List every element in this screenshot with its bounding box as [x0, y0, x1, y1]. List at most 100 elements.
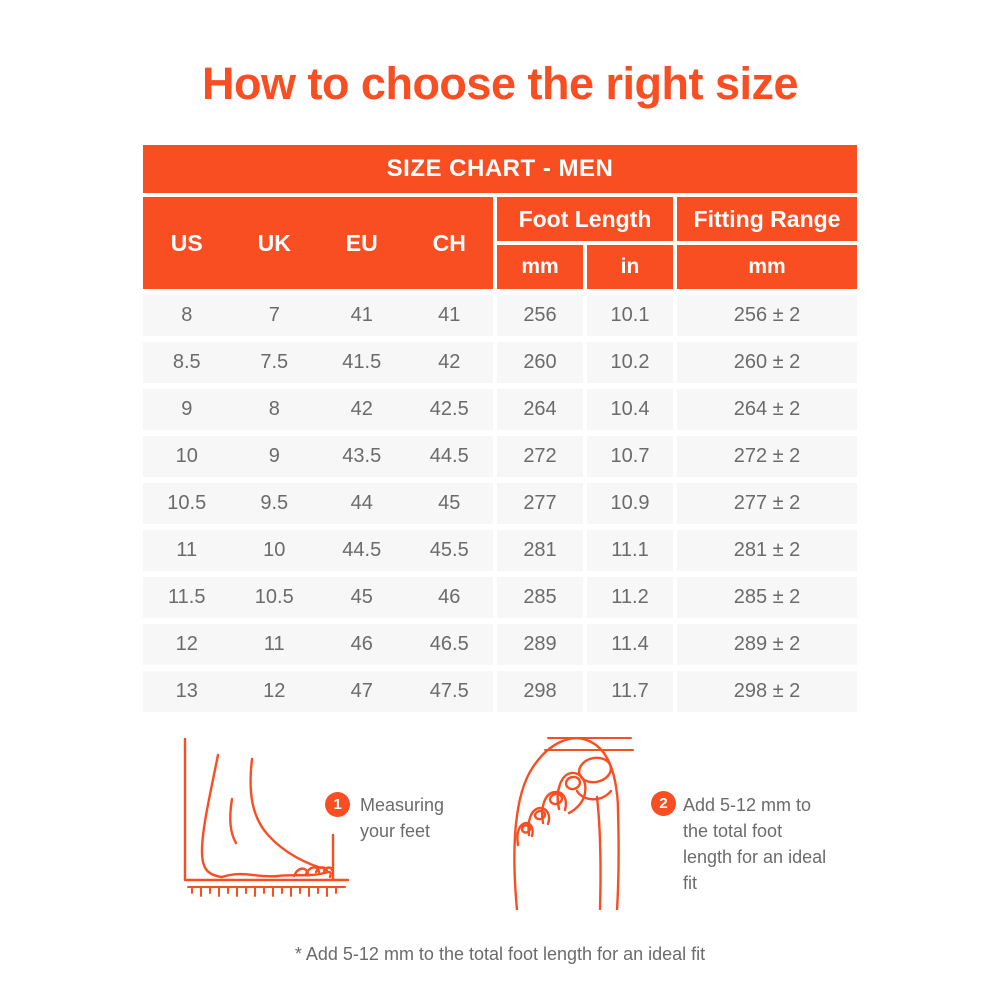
col-header-foot-length: Foot Length	[497, 197, 673, 241]
step-2-label: Add 5-12 mm to the total foot length for…	[683, 795, 827, 893]
cell-fitting-mm: 264 ± 2	[677, 389, 857, 430]
cell-us: 8	[181, 304, 193, 326]
cell-ch: 45	[438, 492, 461, 514]
table-row: 8.5 7.5 41.5 42 260 10.2 260 ± 2	[143, 342, 857, 383]
cell-foot-in: 11.2	[587, 577, 673, 618]
cell-foot-mm: 289	[497, 624, 583, 665]
cell-us: 10.5	[167, 492, 207, 514]
cell-eu: 45	[350, 586, 373, 608]
cell-foot-mm: 277	[497, 483, 583, 524]
col-header-us: US	[170, 229, 203, 256]
cell-foot-in: 10.4	[587, 389, 673, 430]
col-subheader-foot-mm: mm	[497, 245, 583, 289]
table-row: 11 10 44.5 45.5 281 11.1 281 ± 2	[143, 530, 857, 571]
step-1-label: Measuring your feet	[360, 795, 445, 841]
size-system-header-cell: US UK EU CH	[143, 197, 493, 289]
cell-eu: 41.5	[342, 351, 382, 373]
cell-eu: 44.5	[342, 539, 382, 561]
cell-uk: 7	[268, 304, 280, 326]
cell-foot-mm: 264	[497, 389, 583, 430]
cell-eu: 47	[350, 680, 373, 702]
page-title: How to choose the right size	[201, 58, 799, 109]
cell-foot-mm: 281	[497, 530, 583, 571]
table-row: 10 9 43.5 44.5 272 10.7 272 ± 2	[143, 436, 857, 477]
size-cells-group: 10 9 43.5 44.5	[143, 436, 493, 477]
cell-fitting-mm: 277 ± 2	[677, 483, 857, 524]
col-header-eu: EU	[345, 229, 378, 256]
col-subheader-foot-in: in	[587, 245, 673, 289]
cell-foot-mm: 256	[497, 295, 583, 336]
cell-us: 12	[175, 633, 198, 655]
cell-fitting-mm: 285 ± 2	[677, 577, 857, 618]
cell-foot-in: 10.9	[587, 483, 673, 524]
cell-uk: 7.5	[260, 351, 289, 373]
cell-ch: 44.5	[429, 445, 469, 467]
table-row: 9 8 42 42.5 264 10.4 264 ± 2	[143, 389, 857, 430]
cell-uk: 8	[268, 398, 280, 420]
cell-us: 11.5	[168, 586, 206, 608]
cell-ch: 46.5	[429, 633, 469, 655]
cell-foot-mm: 272	[497, 436, 583, 477]
table-row: 12 11 46 46.5 289 11.4 289 ± 2	[143, 624, 857, 665]
cell-fitting-mm: 272 ± 2	[677, 436, 857, 477]
cell-us: 13	[175, 680, 198, 702]
cell-foot-mm: 285	[497, 577, 583, 618]
cell-uk: 9.5	[260, 492, 289, 514]
cell-fitting-mm: 289 ± 2	[677, 624, 857, 665]
size-cells-group: 13 12 47 47.5	[143, 671, 493, 712]
table-row: 10.5 9.5 44 45 277 10.9 277 ± 2	[143, 483, 857, 524]
table-row: 8 7 41 41 256 10.1 256 ± 2	[143, 295, 857, 336]
cell-foot-mm: 260	[497, 342, 583, 383]
cell-fitting-mm: 298 ± 2	[677, 671, 857, 712]
table-body: 8 7 41 41 256 10.1 256 ± 2 8.5 7.5 41.5 42 260 10.2 2…	[143, 295, 857, 712]
step-2-badge: 2	[651, 791, 676, 816]
cell-uk: 10.5	[254, 586, 294, 608]
table-row: 13 12 47 47.5 298 11.7 298 ± 2	[143, 671, 857, 712]
foot-top-measure-illustration	[503, 725, 663, 910]
size-cells-group: 12 11 46 46.5	[143, 624, 493, 665]
step-1-badge: 1	[325, 792, 350, 817]
cell-fitting-mm: 260 ± 2	[677, 342, 857, 383]
foot-side-measure-illustration	[178, 737, 353, 902]
cell-uk: 12	[263, 680, 286, 702]
col-subheader-fitting-mm: mm	[677, 245, 857, 289]
size-cells-group: 8.5 7.5 41.5 42	[143, 342, 493, 383]
cell-foot-in: 10.7	[587, 436, 673, 477]
cell-us: 8.5	[172, 351, 201, 373]
cell-foot-mm: 298	[497, 671, 583, 712]
size-chart-table: SIZE CHART - MEN US UK EU CH Foot Length…	[143, 145, 857, 712]
cell-us: 9	[181, 398, 193, 420]
size-cells-group: 9 8 42 42.5	[143, 389, 493, 430]
cell-uk: 10	[263, 539, 286, 561]
foot-side-view-icon	[183, 737, 350, 897]
col-header-uk: UK	[257, 229, 291, 256]
cell-eu: 44	[350, 492, 373, 514]
cell-foot-in: 10.1	[587, 295, 673, 336]
cell-ch: 42	[438, 351, 461, 373]
table-header: US UK EU CH Foot Length Fitting Range mm…	[143, 197, 857, 289]
col-header-ch: CH	[432, 229, 466, 256]
cell-ch: 46	[438, 586, 461, 608]
cell-ch: 41	[438, 304, 461, 326]
cell-eu: 43.5	[342, 445, 382, 467]
col-header-fitting-range: Fitting Range	[677, 197, 857, 241]
cell-us: 10	[175, 445, 198, 467]
size-cells-group: 10.5 9.5 44 45	[143, 483, 493, 524]
cell-fitting-mm: 281 ± 2	[677, 530, 857, 571]
size-cells-group: 11.5 10.5 45 46	[143, 577, 493, 618]
cell-foot-in: 11.7	[587, 671, 673, 712]
cell-eu: 42	[350, 398, 373, 420]
table-row: 11.5 10.5 45 46 285 11.2 285 ± 2	[143, 577, 857, 618]
cell-foot-in: 11.1	[587, 530, 673, 571]
cell-ch: 45.5	[429, 539, 469, 561]
cell-uk: 9	[268, 445, 280, 467]
cell-foot-in: 11.4	[587, 624, 673, 665]
size-cells-group: 11 10 44.5 45.5	[143, 530, 493, 571]
cell-fitting-mm: 256 ± 2	[677, 295, 857, 336]
cell-foot-in: 10.2	[587, 342, 673, 383]
table-banner: SIZE CHART - MEN	[143, 145, 857, 193]
footnote: * Add 5-12 mm to the total foot length f…	[294, 944, 706, 964]
cell-us: 11	[176, 539, 198, 561]
cell-uk: 11	[263, 633, 285, 655]
